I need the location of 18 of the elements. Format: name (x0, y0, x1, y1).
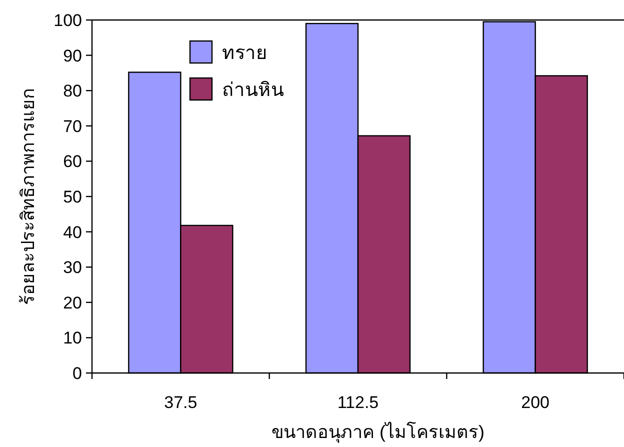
y-tick-label: 90 (63, 46, 82, 66)
y-tick-label: 100 (54, 11, 82, 30)
y-tick-label: 40 (63, 222, 82, 242)
legend-label: ทราย (222, 43, 267, 64)
y-tick-label: 50 (63, 188, 82, 206)
y-tick-label: 80 (63, 82, 82, 101)
x-tick-label: 37.5 (164, 393, 198, 412)
x-tick-label: 112.5 (337, 393, 379, 412)
y-tick-label: 10 (63, 328, 82, 348)
y-tick-label: 20 (63, 293, 82, 312)
x-tick-label: 200 (521, 393, 550, 412)
y-tick-label: 70 (63, 116, 82, 136)
y-tick-label: 60 (63, 152, 82, 172)
x-axis-title: ขนาดอนุภาค (ไมโครเมตร) (272, 421, 484, 443)
y-tick-label: 0 (72, 364, 82, 383)
legend-label: ถ่านหิน (222, 80, 284, 101)
y-tick-label: 30 (63, 258, 82, 278)
y-axis-title: ร้อยละประสิทธิภาพการแยก (18, 88, 38, 305)
